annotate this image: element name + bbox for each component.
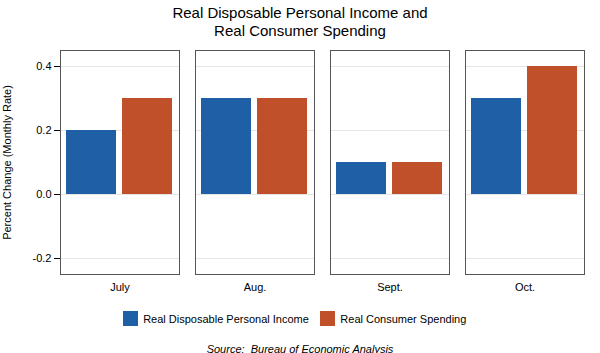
svg-text:-0.2: -0.2 — [33, 252, 52, 264]
svg-text:Sept.: Sept. — [377, 281, 403, 293]
svg-text:0.4: 0.4 — [36, 60, 51, 72]
svg-text:Oct.: Oct. — [515, 281, 535, 293]
html-text:Real Consumer Spending: Real Consumer Spending — [340, 312, 467, 325]
svg-text:0.0: 0.0 — [36, 188, 51, 200]
svg-text:0.2: 0.2 — [36, 124, 51, 136]
svg-text:Percent Change (Monthly Rate): Percent Change (Monthly Rate) — [1, 85, 13, 240]
svg-text:Aug.: Aug. — [244, 281, 267, 293]
html-text:Real Disposable Personal Incom: Real Disposable Personal Income and Real… — [172, 4, 428, 39]
svg-text:July: July — [110, 281, 130, 293]
html-text:Real Disposable Personal Incom: Real Disposable Personal Income — [143, 312, 309, 325]
